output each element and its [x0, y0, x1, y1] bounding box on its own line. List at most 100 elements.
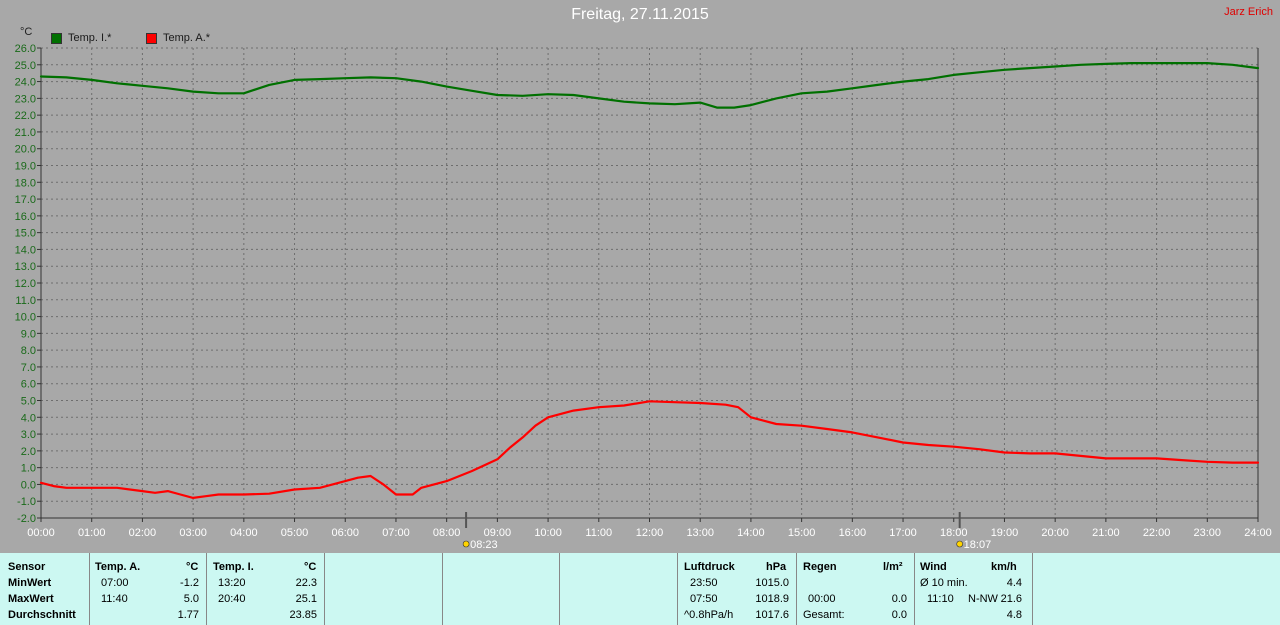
legend-swatch-temp-i — [51, 32, 62, 44]
divider — [914, 553, 915, 625]
y-tick-label: 10.0 — [15, 312, 36, 324]
temperature-chart: 26.0 25.0 24.0 23.0 22.0 21.0 20.0 19.0 18.0 17.0… — [14, 43, 1272, 551]
x-tick-label: 11:00 — [585, 527, 612, 539]
y-tick-label: 7.0 — [21, 362, 36, 374]
y-tick-label: 5.0 — [21, 396, 36, 408]
series-line-temp-i — [39, 61, 1260, 109]
x-axis-ticks: 00:00 01:00 02:00 03:00 04:00 05:00 06:00 07:00… — [27, 518, 1272, 539]
temp-i-max-value: 25.1 — [295, 593, 317, 605]
series-lines — [39, 61, 1260, 499]
y-tick-label: 26.0 — [15, 43, 36, 55]
y-tick-label: 21.0 — [15, 127, 36, 139]
annotation-label: 18:07 — [964, 539, 992, 551]
y-tick-label: 0.0 — [21, 479, 36, 491]
legend-item-temp-i: Temp. I.* — [51, 32, 111, 44]
divider — [1032, 553, 1033, 625]
series-line-temp-a — [39, 400, 1260, 499]
wind-r1-value: 4.4 — [1006, 577, 1022, 589]
x-tick-label: 17:00 — [889, 527, 917, 539]
y-tick-label: 3.0 — [21, 429, 36, 441]
wind-r1-label: Ø 10 min. — [920, 577, 968, 589]
wind-r2-direction: N-NW — [968, 593, 998, 605]
x-tick-label: 23:00 — [1194, 527, 1222, 539]
chart-title: Freitag, 27.11.2015 — [571, 6, 709, 23]
y-tick-label: 13.0 — [15, 261, 36, 273]
wind-header: Wind — [920, 561, 947, 573]
y-axis-unit: °C — [20, 26, 33, 38]
y-tick-label: 8.0 — [21, 345, 36, 357]
y-tick-label: 24.0 — [15, 77, 36, 89]
wind-unit: km/h — [991, 561, 1017, 573]
x-tick-label: 00:00 — [27, 527, 55, 539]
y-tick-label: 20.0 — [15, 144, 36, 156]
x-tick-label: 07:00 — [382, 527, 410, 539]
temp-i-min-value: 22.3 — [295, 577, 317, 589]
divider — [89, 553, 90, 625]
y-tick-label: 14.0 — [15, 244, 36, 256]
x-tick-label: 08:00 — [433, 527, 461, 539]
stats-panel — [0, 553, 1280, 625]
luftdruck-r1-label: 23:50 — [690, 577, 718, 589]
x-tick-label: 03:00 — [179, 527, 207, 539]
y-tick-label: -1.0 — [17, 496, 36, 508]
x-tick-label: 01:00 — [78, 527, 106, 539]
legend-label-temp-i: Temp. I.* — [68, 32, 112, 44]
sunset-icon — [956, 540, 963, 548]
row-label-max: MaxWert — [8, 593, 54, 605]
x-tick-label: 18:00 — [940, 527, 968, 539]
regen-r3-label: Gesamt: — [803, 609, 845, 621]
regen-unit: l/m² — [883, 561, 903, 573]
row-label-avg: Durchschnitt — [8, 609, 76, 621]
sun-annotations: 08:23 18:07 — [462, 512, 992, 551]
y-tick-label: -2.0 — [17, 513, 36, 525]
y-tick-label: 1.0 — [21, 463, 36, 475]
temp-a-header: Temp. A. — [95, 561, 141, 573]
luftdruck-unit: hPa — [766, 561, 787, 573]
legend-label-temp-a: Temp. A.* — [163, 32, 211, 44]
temp-i-max-time: 20:40 — [218, 593, 246, 605]
author-label: Jarz Erich — [1224, 6, 1273, 18]
y-tick-label: 25.0 — [15, 60, 36, 72]
x-tick-label: 19:00 — [991, 527, 1019, 539]
luftdruck-header: Luftdruck — [684, 561, 735, 573]
x-tick-label: 05:00 — [281, 527, 309, 539]
regen-r2-value: 0.0 — [891, 593, 907, 605]
x-tick-label: 10:00 — [534, 527, 562, 539]
x-tick-label: 22:00 — [1143, 527, 1171, 539]
y-tick-label: 4.0 — [21, 412, 36, 424]
temp-a-unit: °C — [186, 561, 199, 573]
luftdruck-r2-value: 1018.9 — [755, 593, 789, 605]
temp-a-min-value: -1.2 — [180, 577, 199, 589]
row-label-min: MinWert — [8, 577, 52, 589]
x-tick-label: 24:00 — [1244, 527, 1272, 539]
y-tick-label: 16.0 — [15, 211, 36, 223]
y-tick-label: 12.0 — [15, 278, 36, 290]
legend-swatch-temp-a — [146, 32, 157, 44]
x-tick-label: 02:00 — [129, 527, 157, 539]
y-tick-label: 6.0 — [21, 379, 36, 391]
y-tick-label: 23.0 — [15, 93, 36, 105]
legend-item-temp-a: Temp. A.* — [146, 32, 210, 44]
wind-r2-label: 11:10 — [927, 593, 954, 605]
x-tick-label: 12:00 — [636, 527, 664, 539]
temp-i-unit: °C — [304, 561, 317, 573]
regen-r3-value: 0.0 — [891, 609, 907, 621]
y-tick-label: 2.0 — [21, 446, 36, 458]
temp-a-max-time: 11:40 — [101, 593, 128, 605]
wind-r2-value: 21.6 — [1000, 593, 1022, 605]
y-tick-label: 18.0 — [15, 177, 36, 189]
x-tick-label: 15:00 — [788, 527, 816, 539]
luftdruck-r3-value: 1017.6 — [755, 609, 789, 621]
divider — [206, 553, 207, 625]
x-tick-label: 09:00 — [484, 527, 512, 539]
y-tick-label: 22.0 — [15, 110, 36, 122]
regen-header: Regen — [803, 561, 837, 573]
y-tick-label: 17.0 — [15, 194, 36, 206]
x-tick-label: 04:00 — [230, 527, 258, 539]
temp-a-avg-value: 1.77 — [177, 609, 199, 621]
divider — [796, 553, 797, 625]
x-tick-label: 21:00 — [1092, 527, 1120, 539]
sensor-header: Sensor — [8, 561, 46, 573]
temp-a-max-value: 5.0 — [183, 593, 199, 605]
sunrise-icon — [462, 540, 470, 548]
